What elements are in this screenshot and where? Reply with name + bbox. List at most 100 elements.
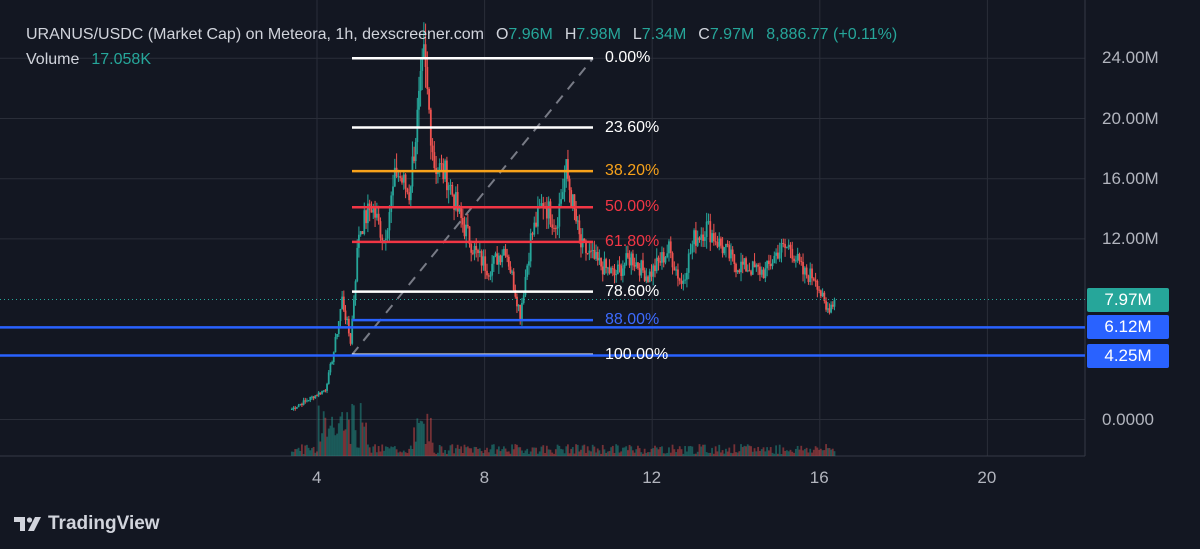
candle-body <box>517 304 520 307</box>
volume-bar <box>422 423 425 456</box>
volume-bar <box>565 446 568 456</box>
candle-body <box>401 177 403 183</box>
candle-body <box>565 159 568 179</box>
volume-bar <box>616 445 619 456</box>
symbol-title: URANUS/USDC (Market Cap) on Meteora, 1h,… <box>26 26 484 43</box>
candle-body <box>796 253 799 261</box>
horizontal-line-price-tag[interactable]: 4.25M <box>1087 343 1169 368</box>
volume-bar <box>803 449 806 456</box>
candle-body <box>470 244 473 253</box>
candle-body <box>718 238 721 247</box>
candle-body <box>519 304 522 320</box>
candle-body <box>433 152 436 169</box>
candle-body <box>560 199 562 204</box>
horizontal-lines[interactable] <box>0 299 1085 357</box>
candle-body <box>471 252 474 254</box>
candle-body <box>440 163 443 165</box>
candle-body <box>578 220 581 235</box>
candle-body <box>833 299 836 307</box>
candle-body <box>571 194 574 207</box>
candle-body <box>694 230 697 246</box>
volume-bar <box>509 453 512 456</box>
candle-body <box>766 260 769 269</box>
candle-body <box>791 248 794 259</box>
candle-body <box>678 278 681 281</box>
candle-body <box>590 250 592 252</box>
volume-bar <box>553 453 555 456</box>
volume-bar <box>571 447 574 456</box>
volume-bar <box>449 445 452 456</box>
candle-body <box>611 268 614 270</box>
candle-body <box>771 263 774 267</box>
volume-bar <box>363 426 366 456</box>
volume-bar <box>324 417 327 456</box>
candle-body <box>686 272 688 280</box>
volume-bar <box>750 446 752 456</box>
candle-body <box>468 226 471 245</box>
fibonacci-retracement[interactable] <box>351 57 594 357</box>
candle-body <box>687 253 690 273</box>
candle-body <box>426 66 429 89</box>
volume-bar <box>628 444 631 456</box>
candle-body <box>668 241 670 254</box>
volume-bar <box>426 413 429 456</box>
candle-body <box>302 400 305 405</box>
candle-body <box>390 195 393 213</box>
volume-bar <box>460 446 463 456</box>
volume-bar <box>831 448 834 456</box>
candle-body <box>317 392 320 396</box>
volume-bar <box>499 451 502 456</box>
fib-level-label: 78.60% <box>605 282 660 300</box>
last-price-tag: 7.97M <box>1087 287 1169 312</box>
volume-bar <box>386 446 389 456</box>
volume-bar <box>593 446 596 456</box>
candle-body <box>669 241 672 254</box>
volume-bar <box>746 444 749 456</box>
volume-bar <box>551 452 554 456</box>
volume-bar <box>346 412 349 456</box>
volume-bar <box>625 446 628 456</box>
candle-body <box>453 194 455 210</box>
low-label: L <box>632 26 642 43</box>
volume-bar <box>399 451 402 456</box>
candle-body <box>370 210 373 213</box>
volume-bar <box>768 450 770 456</box>
candle-body <box>531 233 534 235</box>
volume-bar <box>316 451 318 456</box>
candle-body <box>372 207 375 213</box>
volume-bar <box>671 444 674 456</box>
candle-body <box>728 245 731 259</box>
volume-value: 17.058K <box>91 51 151 68</box>
volume-bar <box>583 444 586 456</box>
horizontal-line-price-tag[interactable]: 6.12M <box>1087 315 1169 340</box>
tradingview-logo[interactable]: TradingView <box>14 513 160 535</box>
volume-bar <box>764 451 767 456</box>
candle-body <box>497 255 500 265</box>
candle-body <box>327 372 330 384</box>
candle-body <box>347 318 350 334</box>
candle-body <box>363 210 366 234</box>
volume-bar <box>478 448 481 456</box>
volume-bar <box>603 449 606 456</box>
candle-body <box>536 206 539 227</box>
volume-bar <box>435 453 438 456</box>
candle-body <box>712 233 715 242</box>
candle-body <box>511 271 513 273</box>
candle-body <box>551 224 554 228</box>
volume-bar <box>331 416 333 456</box>
candle-body <box>424 44 427 67</box>
volume-bar <box>635 449 638 456</box>
candle-body <box>307 400 310 402</box>
candle-body <box>352 299 355 319</box>
candle-body <box>522 295 525 303</box>
candle-body <box>413 156 415 162</box>
volume-bar <box>317 405 320 456</box>
volume-bar <box>825 444 827 456</box>
candle-body <box>746 270 749 272</box>
volume-bar <box>351 403 354 456</box>
candle-body <box>482 256 485 266</box>
volume-bar <box>314 452 317 456</box>
candle-body <box>545 208 548 219</box>
candle-body <box>297 405 300 408</box>
